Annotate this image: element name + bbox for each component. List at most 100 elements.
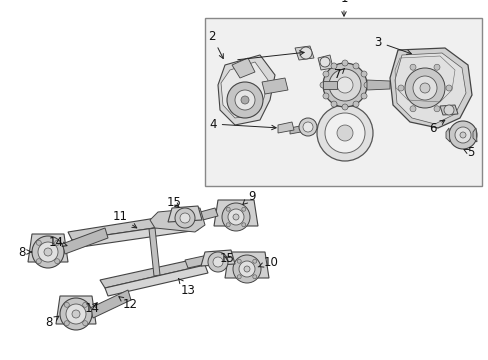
Circle shape [298,118,316,136]
Polygon shape [218,55,274,125]
Circle shape [60,298,92,330]
Circle shape [404,68,444,108]
Circle shape [239,261,254,277]
Circle shape [237,275,241,279]
Circle shape [352,101,358,107]
Circle shape [360,71,366,77]
Text: 8: 8 [18,246,31,258]
Circle shape [443,105,453,115]
Circle shape [325,113,364,153]
Text: 5: 5 [463,147,474,159]
Polygon shape [62,228,108,254]
Circle shape [336,125,352,141]
Text: 10: 10 [258,256,278,269]
Circle shape [454,127,470,143]
Circle shape [227,209,244,225]
Circle shape [319,57,329,67]
Text: 6: 6 [428,120,444,135]
Polygon shape [201,250,235,266]
Circle shape [330,101,336,107]
Circle shape [244,266,249,272]
Circle shape [241,96,248,104]
Polygon shape [366,80,389,90]
Circle shape [252,275,256,279]
Circle shape [232,214,239,220]
Polygon shape [68,215,195,240]
Text: 11: 11 [112,211,137,228]
Circle shape [38,242,58,262]
Circle shape [322,93,328,99]
Circle shape [36,259,41,264]
Polygon shape [184,252,224,268]
Polygon shape [105,265,207,296]
Polygon shape [149,228,160,276]
Circle shape [459,132,465,138]
Polygon shape [214,200,258,226]
Circle shape [180,213,190,223]
Polygon shape [317,55,332,70]
Circle shape [32,236,64,268]
Circle shape [323,63,366,107]
Circle shape [66,304,86,324]
Circle shape [445,85,451,91]
Polygon shape [178,208,218,226]
Circle shape [419,83,429,93]
Circle shape [328,69,360,101]
Circle shape [55,259,60,264]
Circle shape [241,207,245,211]
Text: 7: 7 [334,68,344,81]
Circle shape [222,203,249,231]
Circle shape [252,259,256,263]
Circle shape [64,302,69,307]
Circle shape [412,76,436,100]
Text: 1: 1 [340,0,347,5]
Polygon shape [224,252,268,278]
Text: 13: 13 [178,279,195,297]
Circle shape [213,257,223,267]
Circle shape [241,223,245,227]
Text: 2: 2 [208,30,223,59]
Polygon shape [168,206,202,222]
Polygon shape [278,122,293,133]
Circle shape [82,302,87,307]
Text: 9: 9 [243,189,255,204]
Circle shape [352,63,358,69]
Text: 8: 8 [45,316,59,329]
Circle shape [36,240,41,245]
Polygon shape [439,105,457,115]
Text: 4: 4 [209,117,276,130]
Circle shape [336,77,352,93]
Polygon shape [28,234,68,262]
Circle shape [175,208,195,228]
Polygon shape [221,62,267,118]
Text: 15: 15 [166,197,181,210]
Circle shape [299,47,311,59]
Polygon shape [294,46,313,60]
Circle shape [232,255,261,283]
Circle shape [409,106,415,112]
Circle shape [341,104,347,110]
Polygon shape [323,81,336,89]
Circle shape [319,82,325,88]
Polygon shape [56,296,96,324]
Circle shape [237,259,241,263]
Bar [204,18,481,186]
Circle shape [409,64,415,70]
Polygon shape [289,124,311,134]
Circle shape [82,321,87,326]
Text: 14: 14 [48,235,67,248]
Polygon shape [389,48,471,128]
Text: 12: 12 [119,297,137,311]
Circle shape [207,252,227,272]
Circle shape [330,63,336,69]
Polygon shape [150,208,204,232]
Text: 15: 15 [219,252,234,265]
Polygon shape [262,78,287,94]
Polygon shape [72,222,198,248]
Circle shape [72,310,80,318]
Circle shape [322,71,328,77]
Polygon shape [100,258,204,288]
Circle shape [433,64,439,70]
Polygon shape [472,128,476,142]
Circle shape [341,60,347,66]
